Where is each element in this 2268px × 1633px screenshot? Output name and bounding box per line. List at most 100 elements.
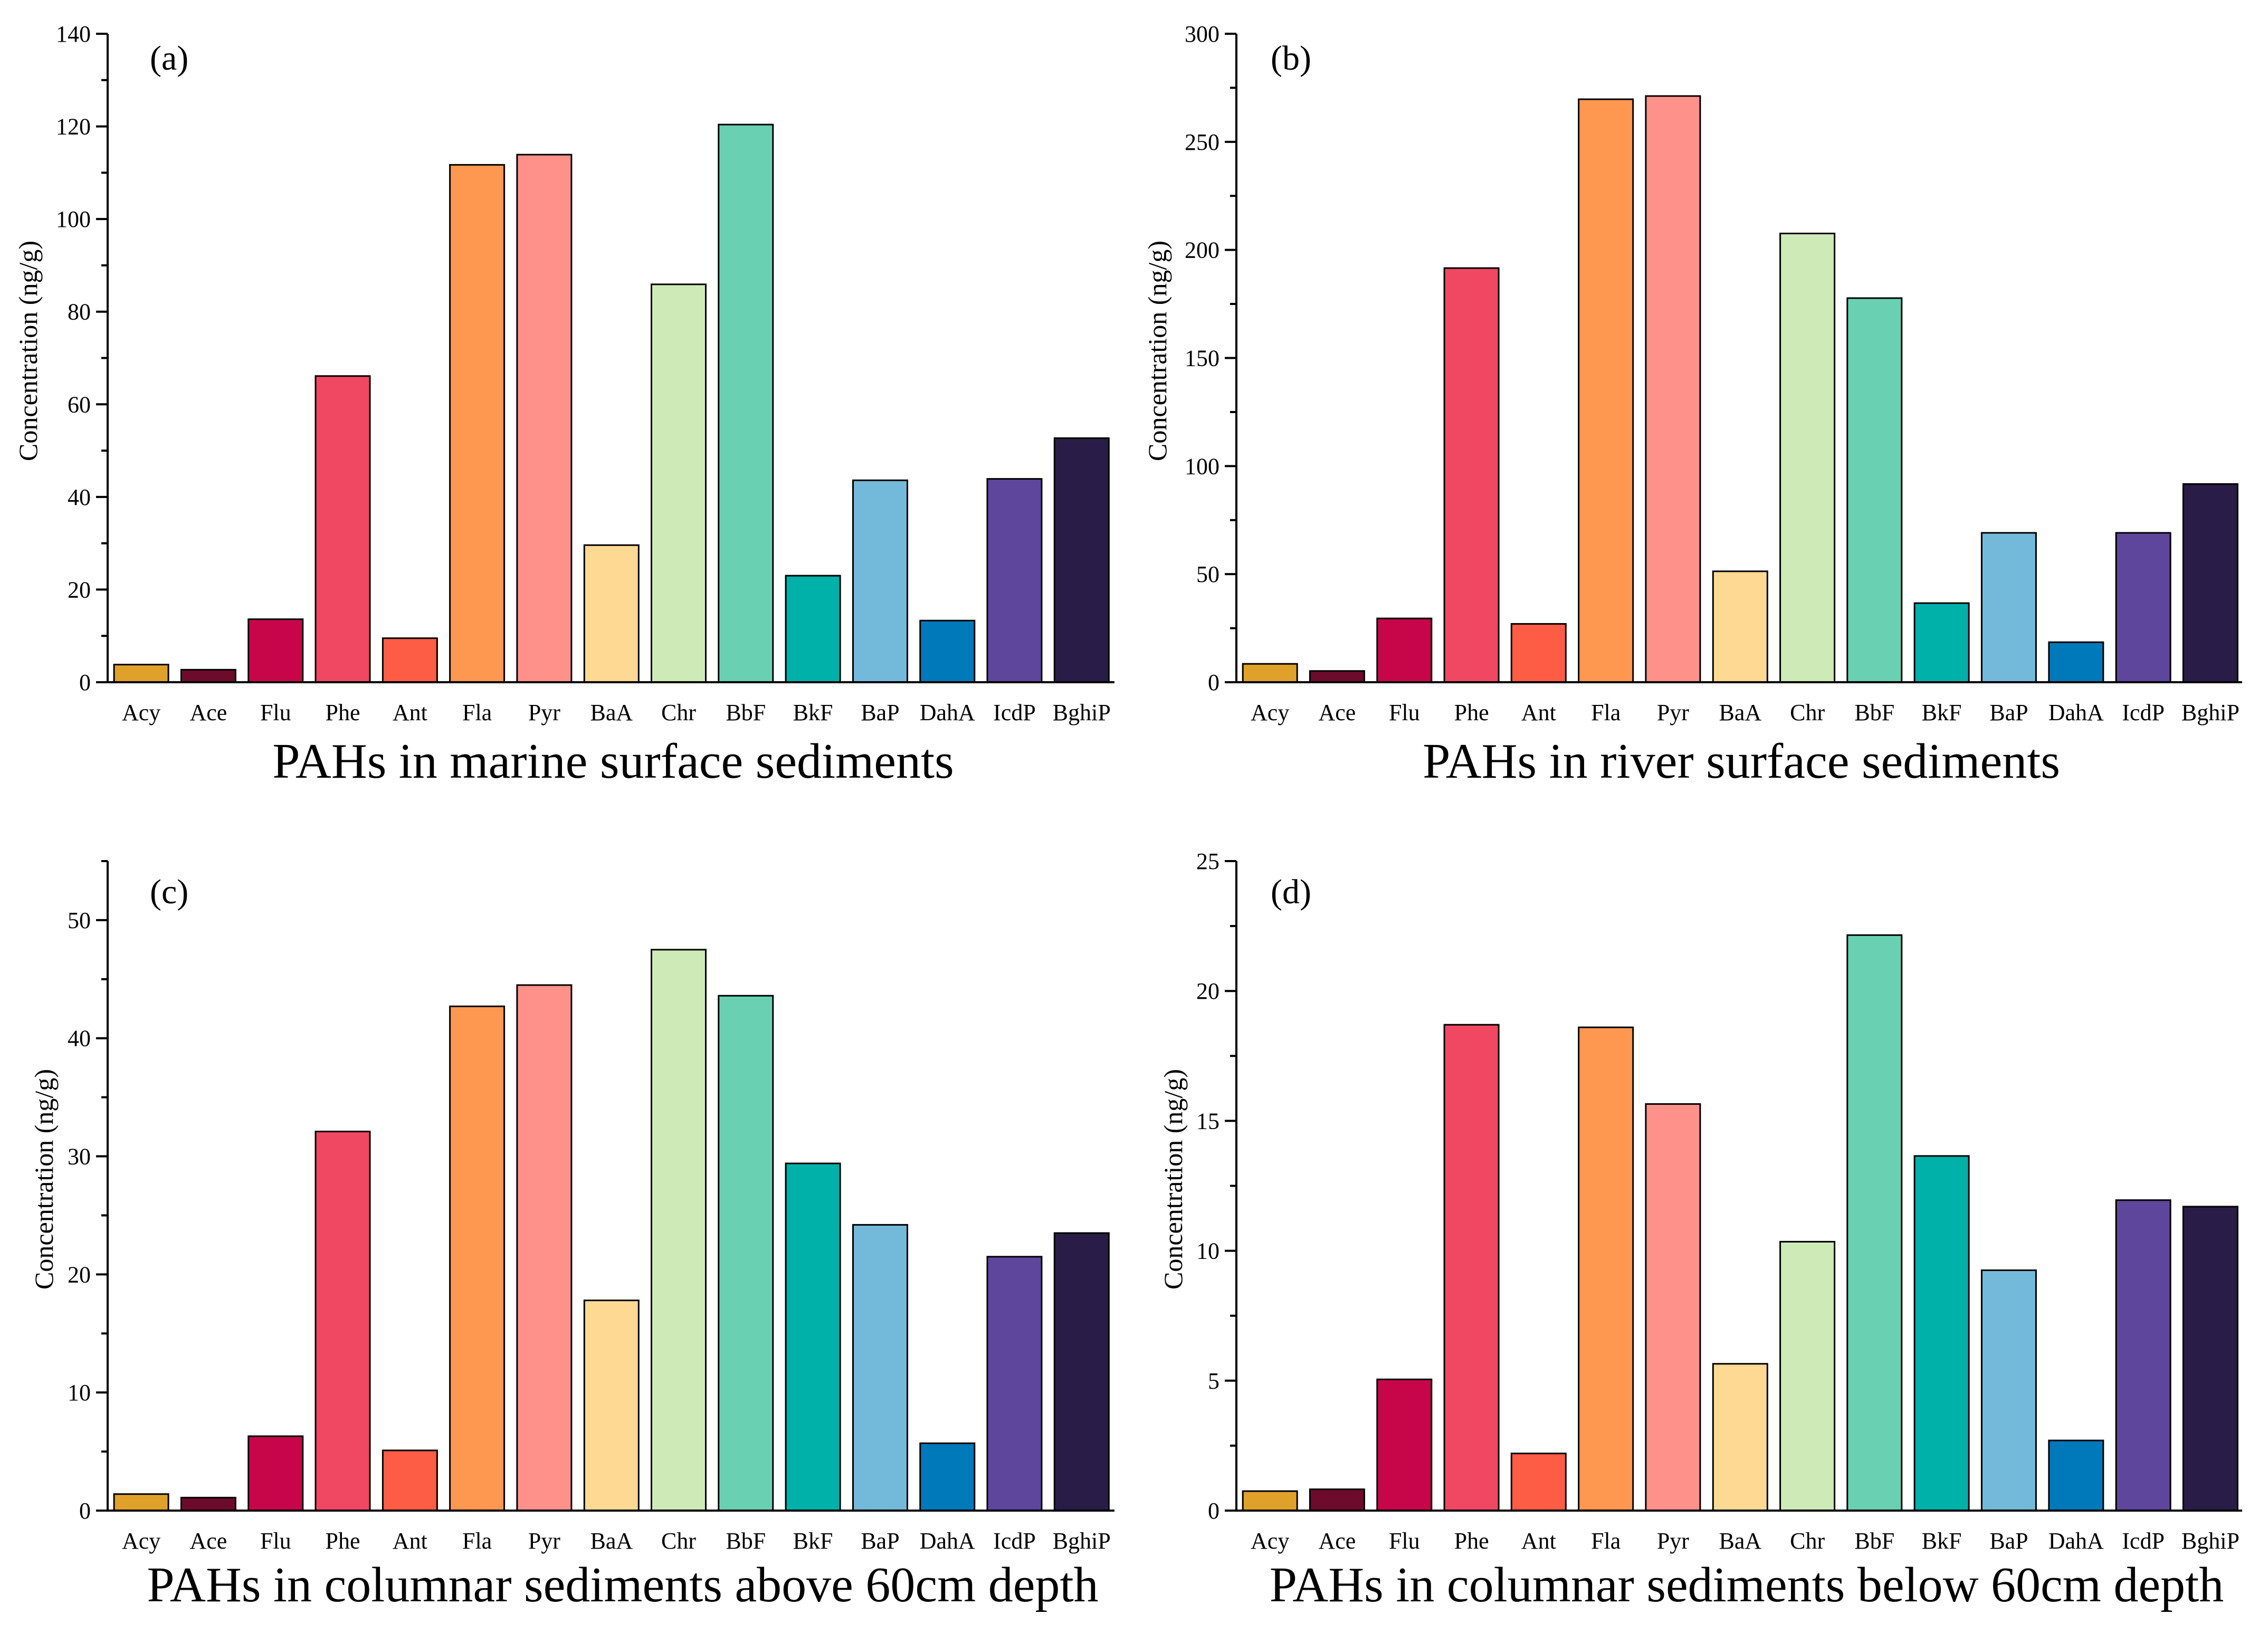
panel-c-y-tick-label: 20 (68, 1262, 91, 1287)
panel-a-y-tick-label: 20 (68, 577, 91, 603)
panel-c-bar-icdp (986, 1256, 1043, 1512)
panel-a: Acy Ace Flu Phe Ant Fla Pyr BaA Chr BbF BkF BaP DahA… (13, 21, 1114, 789)
panel-a-x-tick-label-phe: Phe (326, 700, 360, 725)
panel-a-bar-bbf (718, 123, 774, 683)
panel-d-bar-bghip (2182, 1206, 2238, 1512)
panel-a-y-tick-label: 60 (68, 391, 91, 417)
panel-d-x-tick-label-ace: Ace (1318, 1528, 1356, 1554)
panel-c-bar-ant (382, 1449, 438, 1512)
panel-c-bars (113, 949, 1110, 1512)
panel-b-x-tick-label-daha: DahA (2048, 700, 2104, 725)
panel-c-bar-phe (315, 1131, 371, 1512)
panel-a-bar-baa (583, 544, 640, 683)
panel-b-bar-bkf (1913, 602, 1970, 683)
panel-c: Acy Ace Flu Phe Ant Fla Pyr BaA Chr BbF BkF BaP DahA… (29, 860, 1114, 1612)
panel-c-x-tick-label-bghip: BghiP (1053, 1528, 1111, 1554)
panel-a-x-tick-label-bbf: BbF (726, 700, 766, 725)
panel-d-y-tick-label: 25 (1196, 848, 1219, 874)
panel-d-y-tick-label: 0 (1208, 1498, 1219, 1524)
panel-d-label: (d) (1271, 873, 1311, 911)
panel-c-x-tick-label-daha: DahA (920, 1528, 975, 1554)
panel-a-bar-flu (247, 618, 304, 683)
panel-c-x-tick-label-acy: Acy (122, 1528, 160, 1554)
panel-d-title: PAHs in columnar sediments below 60cm de… (1270, 1558, 2224, 1612)
panel-b-x-tick-label-chr: Chr (1790, 700, 1825, 725)
panel-a-title: PAHs in marine surface sediments (272, 734, 954, 789)
panel-c-x-tick-label-bap: BaP (861, 1528, 899, 1554)
panel-a-x-tick-label-ant: Ant (393, 700, 427, 725)
panel-d-bar-acy (1242, 1490, 1298, 1512)
panel-a-bar-fla (449, 164, 506, 683)
panel-a-bar-bghip (1053, 437, 1110, 683)
panel-b-label: (b) (1271, 39, 1311, 78)
panel-c-bar-bbf (718, 995, 774, 1512)
panel-b-x-tick-label-icdp: IcdP (2122, 700, 2165, 725)
panel-a-x-tick-label-daha: DahA (920, 700, 975, 725)
panel-b-x-tick-label-baa: BaA (1719, 700, 1761, 725)
panel-c-bar-pyr (516, 984, 573, 1512)
panel-b-x-tick-label-ant: Ant (1521, 700, 1556, 725)
panel-b-x-tick-label-bkf: BkF (1922, 700, 1962, 725)
panel-b-y-axis-label: Concentration (ng/g) (1142, 241, 1172, 461)
panel-c-bar-acy (113, 1493, 169, 1512)
panel-d-bar-pyr (1645, 1103, 1701, 1512)
panel-b-title: PAHs in river surface sediments (1423, 734, 2060, 789)
panel-d-bar-phe (1443, 1024, 1500, 1512)
panel-b-bar-daha (2048, 641, 2104, 683)
panel-c-bar-chr (651, 949, 707, 1512)
panel-a-bar-pyr (516, 154, 573, 683)
panel-b-y-tick-label: 150 (1185, 346, 1219, 371)
panel-c-y-tick-label: 50 (68, 908, 91, 933)
panel-c-bar-flu (247, 1435, 304, 1512)
panel-c-y-tick-label: 40 (68, 1026, 91, 1052)
panel-a-x-tick-label-bghip: BghiP (1053, 700, 1111, 725)
panel-d-bar-ant (1510, 1453, 1567, 1512)
panel-c-y-tick-label: 0 (79, 1498, 91, 1524)
panel-a-axes: Acy Ace Flu Phe Ant Fla Pyr BaA Chr BbF BkF BaP DahA… (56, 21, 1114, 725)
panel-b-bar-flu (1376, 617, 1433, 683)
panel-b-y-tick-label: 200 (1185, 237, 1219, 263)
panel-a-y-tick-label: 140 (56, 21, 91, 47)
panel-d-x-tick-label-flu: Flu (1389, 1528, 1420, 1554)
panel-b-bars (1242, 95, 2238, 683)
panel-b-y-tick-label: 100 (1185, 453, 1219, 479)
panel-a-x-tick-label-bap: BaP (861, 700, 899, 725)
panel-a-y-tick-label: 80 (68, 299, 91, 325)
panel-c-x-tick-label-bkf: BkF (793, 1528, 833, 1554)
panel-c-axes: Acy Ace Flu Phe Ant Fla Pyr BaA Chr BbF BkF BaP DahA… (68, 860, 1114, 1554)
panel-d-x-tick-label-pyr: Pyr (1657, 1528, 1689, 1554)
panel-a-bar-ace (180, 669, 236, 683)
panel-c-y-axis-label: Concentration (ng/g) (29, 1069, 59, 1290)
panel-c-bar-daha (919, 1442, 976, 1512)
panel-d-y-tick-label: 5 (1208, 1368, 1219, 1394)
panel-a-label: (a) (150, 39, 188, 78)
panel-d-axes: Acy Ace Flu Phe Ant Fla Pyr BaA Chr BbF BkF BaP DahA… (1196, 848, 2242, 1554)
panel-a-bar-chr (651, 283, 707, 683)
panel-c-x-tick-label-ace: Ace (189, 1528, 227, 1554)
panel-b-x-tick-label-bghip: BghiP (2181, 700, 2240, 725)
panel-a-x-tick-label-pyr: Pyr (528, 700, 560, 725)
panel-d-x-tick-label-bkf: BkF (1922, 1528, 1962, 1554)
panel-a-bars (113, 123, 1110, 683)
panel-b-x-tick-label-fla: Fla (1591, 700, 1621, 725)
panel-a-bar-icdp (986, 478, 1043, 683)
panel-a-bar-daha (919, 619, 976, 683)
panel-b-bar-ace (1309, 670, 1365, 683)
panel-b-axes: Acy Ace Flu Phe Ant Fla Pyr BaA Chr BbF BkF BaP DahA… (1185, 21, 2242, 725)
panel-b-y-tick-label: 300 (1185, 21, 1219, 47)
panel-d-x-tick-label-chr: Chr (1790, 1528, 1825, 1554)
panel-a-bar-bap (852, 479, 908, 683)
panel-b-bar-icdp (2115, 532, 2171, 683)
panel-d-bar-fla (1578, 1026, 1634, 1512)
panel-d-x-tick-label-phe: Phe (1454, 1528, 1489, 1554)
panel-c-bar-baa (583, 1300, 640, 1512)
panel-b-bar-pyr (1645, 95, 1701, 683)
panel-c-y-tick-label: 30 (68, 1144, 91, 1170)
panel-b-y-tick-label: 250 (1185, 129, 1219, 155)
panel-d: Acy Ace Flu Phe Ant Fla Pyr BaA Chr BbF BkF BaP DahA… (1158, 848, 2242, 1612)
panel-d-bar-icdp (2115, 1199, 2171, 1512)
panel-d-bar-bap (1980, 1269, 2037, 1512)
panel-d-x-tick-label-fla: Fla (1591, 1528, 1621, 1554)
panel-d-x-tick-label-bbf: BbF (1854, 1528, 1894, 1554)
